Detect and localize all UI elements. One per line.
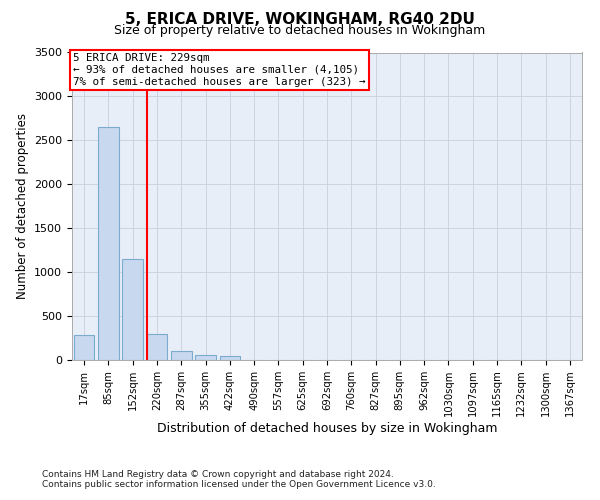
Bar <box>98 127 119 360</box>
Bar <box>122 259 143 360</box>
Bar <box>74 334 94 360</box>
Text: Contains HM Land Registry data © Crown copyright and database right 2024.
Contai: Contains HM Land Registry data © Crown c… <box>42 470 436 489</box>
Text: 5 ERICA DRIVE: 229sqm
← 93% of detached houses are smaller (4,105)
7% of semi-de: 5 ERICA DRIVE: 229sqm ← 93% of detached … <box>73 54 366 86</box>
Text: 5, ERICA DRIVE, WOKINGHAM, RG40 2DU: 5, ERICA DRIVE, WOKINGHAM, RG40 2DU <box>125 12 475 28</box>
Text: Size of property relative to detached houses in Wokingham: Size of property relative to detached ho… <box>115 24 485 37</box>
Bar <box>220 356 240 360</box>
Y-axis label: Number of detached properties: Number of detached properties <box>16 114 29 299</box>
Bar <box>146 334 167 360</box>
Bar <box>171 351 191 360</box>
Bar <box>195 355 216 360</box>
X-axis label: Distribution of detached houses by size in Wokingham: Distribution of detached houses by size … <box>157 422 497 435</box>
